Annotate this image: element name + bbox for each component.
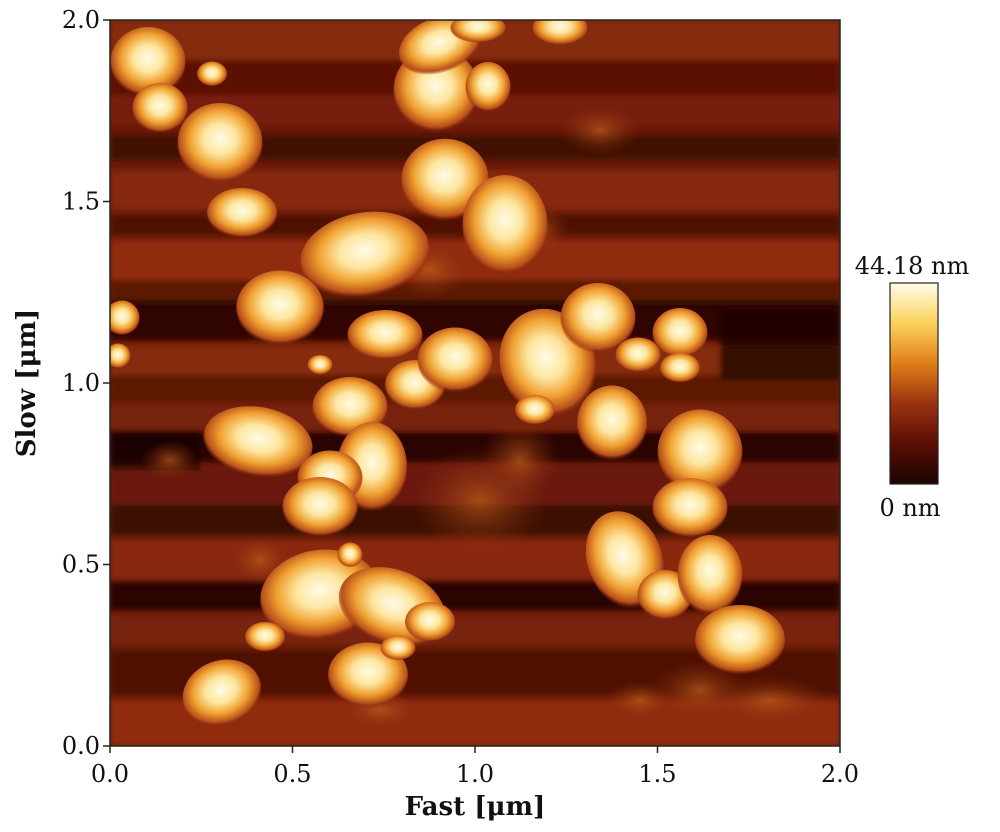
surface-bump	[710, 675, 830, 725]
y-tick-label: 1.0	[62, 369, 100, 397]
nanoparticle	[462, 175, 548, 275]
nanoparticle	[405, 602, 455, 642]
nanoparticle	[300, 211, 430, 299]
colorbar-min-label: 0 nm	[879, 494, 940, 522]
nanoparticle	[110, 343, 131, 369]
nanoparticle	[660, 353, 700, 383]
nanoparticle	[652, 478, 728, 538]
nanoparticle	[177, 103, 263, 183]
nanoparticle	[347, 310, 423, 360]
surface-bump	[560, 105, 640, 155]
nanoparticle	[328, 642, 408, 708]
nanoparticle	[282, 477, 358, 537]
nanoparticle	[312, 377, 388, 437]
nanoparticle	[236, 270, 324, 346]
colorbar-max-label: 44.18 nm	[855, 252, 970, 280]
nanoparticle	[450, 20, 506, 43]
surface-bump	[480, 420, 560, 500]
nanoparticle	[337, 542, 363, 568]
nanoparticle	[207, 188, 277, 238]
x-tick-label: 1.5	[638, 760, 676, 788]
nanoparticle	[197, 61, 227, 87]
y-axis-ticks: 0.0 0.5 1.0 1.5 2.0	[62, 6, 110, 760]
nanoparticle	[110, 300, 140, 336]
surface-bump	[140, 440, 200, 480]
surface-bump	[605, 680, 675, 720]
y-axis-label: Slow [μm]	[12, 309, 42, 458]
nanoparticle	[245, 622, 285, 652]
y-tick-label: 0.0	[62, 732, 100, 760]
x-tick-label: 2.0	[821, 760, 859, 788]
afm-height-map	[110, 20, 840, 746]
nanoparticle	[615, 337, 661, 373]
nanoparticle	[652, 308, 708, 358]
x-axis-label: Fast [μm]	[405, 792, 546, 822]
nanoparticle	[677, 535, 743, 615]
colorbar-gradient	[889, 282, 939, 485]
nanoparticle	[532, 20, 588, 46]
x-tick-label: 1.0	[456, 760, 494, 788]
scan-band	[720, 310, 840, 380]
colorbar: 44.18 nm 0 nm	[855, 252, 970, 522]
nanoparticle	[695, 605, 785, 675]
nanoparticle	[465, 62, 511, 112]
nanoparticle	[110, 27, 186, 97]
y-tick-label: 0.5	[62, 551, 100, 579]
nanoparticle	[380, 635, 416, 661]
nanoparticle	[307, 355, 333, 375]
nanoparticle	[132, 83, 188, 133]
y-tick-label: 2.0	[62, 6, 100, 34]
nanoparticle	[560, 283, 636, 353]
y-tick-label: 1.5	[62, 188, 100, 216]
nanoparticle	[417, 327, 493, 393]
nanoparticles	[110, 20, 785, 727]
x-tick-label: 0.5	[273, 760, 311, 788]
nanoparticle	[203, 406, 313, 478]
nanoparticle	[515, 395, 555, 425]
nanoparticle	[182, 659, 262, 727]
nanoparticle	[657, 409, 743, 495]
nanoparticle	[401, 138, 489, 222]
x-tick-label: 0.0	[91, 760, 129, 788]
x-axis-ticks: 0.0 0.5 1.0 1.5 2.0	[91, 746, 859, 788]
nanoparticle	[577, 385, 647, 461]
